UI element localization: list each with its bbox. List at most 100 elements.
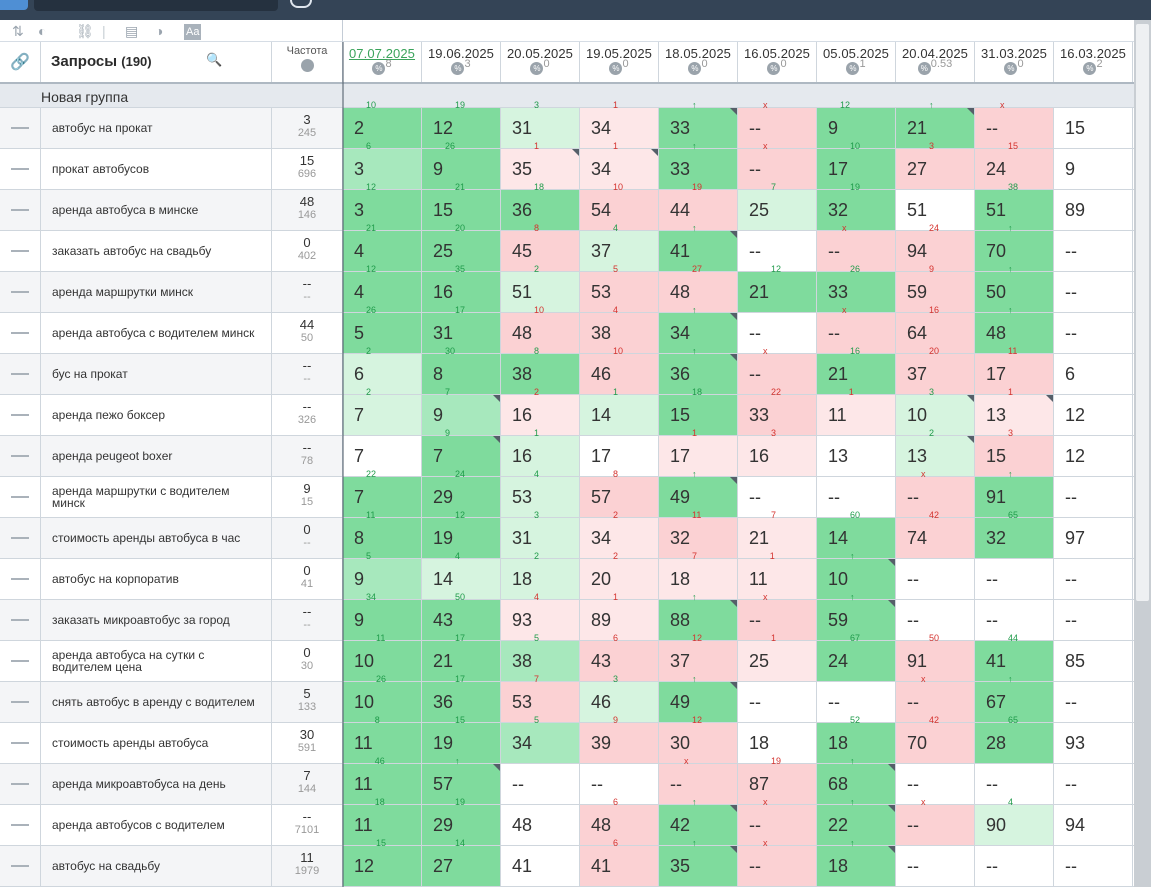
position-cell[interactable]: 57↑ xyxy=(422,757,501,804)
query-name[interactable]: аренда автобуса с водителем минск xyxy=(41,313,272,353)
contrast-icon[interactable]: ◑ xyxy=(155,23,164,39)
position-cell[interactable]: 1912 xyxy=(422,511,501,558)
position-cell[interactable]: 1518 xyxy=(659,388,738,435)
position-cell[interactable]: 342 xyxy=(580,511,659,558)
position-cell[interactable]: 2116 xyxy=(817,347,896,394)
position-cell[interactable]: 210 xyxy=(343,101,422,148)
position-cell[interactable]: 79 xyxy=(422,429,501,476)
position-cell[interactable]: -- xyxy=(1054,272,1133,312)
position-cell[interactable]: 251 xyxy=(738,634,817,681)
position-cell[interactable]: 42↑ xyxy=(659,798,738,845)
position-cell[interactable]: 313 xyxy=(501,101,580,148)
position-cell[interactable]: --x xyxy=(896,798,975,845)
position-cell[interactable]: 62 xyxy=(343,347,422,394)
position-cell[interactable]: 2520 xyxy=(422,224,501,271)
date-column-header[interactable]: 16.03.2025% 2 xyxy=(1054,42,1133,82)
position-cell[interactable]: 50↑ xyxy=(975,265,1054,312)
position-cell[interactable]: --x xyxy=(896,675,975,722)
position-cell[interactable]: --x xyxy=(659,757,738,804)
position-cell[interactable]: 48 xyxy=(501,805,580,845)
position-cell[interactable]: 388 xyxy=(501,347,580,394)
position-cell[interactable]: 144 xyxy=(422,552,501,599)
position-cell[interactable]: --x xyxy=(817,224,896,271)
position-cell[interactable]: --x xyxy=(896,470,975,517)
table-row[interactable]: автобус на корпоратив 0 41 95 144 182 202 187 11… xyxy=(0,552,1134,600)
position-cell[interactable]: -- xyxy=(975,764,1054,804)
position-cell[interactable]: 153 xyxy=(975,429,1054,476)
position-cell[interactable]: -- xyxy=(1054,764,1133,804)
position-cell[interactable]: 1710 xyxy=(817,142,896,189)
position-cell[interactable]: 202 xyxy=(580,552,659,599)
position-cell[interactable]: 41 xyxy=(501,846,580,886)
query-name[interactable]: аренда микроавтобуса на день xyxy=(41,764,272,804)
table-row[interactable]: автобус на прокат 3 245 210 1219 313 341 33↑ --x… xyxy=(0,101,1134,149)
position-cell[interactable]: 1521 xyxy=(422,183,501,230)
position-cell[interactable]: 374 xyxy=(580,224,659,271)
position-cell[interactable]: 1460 xyxy=(817,511,896,558)
position-cell[interactable]: 49↑ xyxy=(659,470,738,517)
date-column-header[interactable]: 20.05.2025% 0 xyxy=(501,42,580,82)
position-cell[interactable]: 70↑ xyxy=(975,224,1054,271)
position-cell[interactable]: 12 xyxy=(1054,436,1133,476)
row-link-cell[interactable] xyxy=(0,518,41,558)
position-cell[interactable]: 8719 xyxy=(738,757,817,804)
position-cell[interactable]: 463 xyxy=(580,675,659,722)
row-link-cell[interactable] xyxy=(0,764,41,804)
position-cell[interactable]: 36↑ xyxy=(659,347,738,394)
position-cell[interactable]: 4610 xyxy=(580,347,659,394)
position-cell[interactable]: 187 xyxy=(659,552,738,599)
position-cell[interactable]: 131 xyxy=(975,388,1054,435)
position-cell[interactable]: -- xyxy=(975,559,1054,599)
grid-icon[interactable]: ▤ xyxy=(125,23,139,39)
position-cell[interactable]: 891 xyxy=(580,593,659,640)
query-name[interactable]: аренда автобуса в минске xyxy=(41,190,272,230)
toggle-icon[interactable]: ◐ xyxy=(38,23,47,39)
position-cell[interactable]: --x xyxy=(738,798,817,845)
row-link-cell[interactable] xyxy=(0,436,41,476)
group-row[interactable]: Новая группа xyxy=(0,84,1134,108)
position-cell[interactable]: 2467 xyxy=(817,634,896,681)
position-cell[interactable]: 49↑ xyxy=(659,675,738,722)
position-cell[interactable]: 2919 xyxy=(422,798,501,845)
query-name[interactable]: снять автобус в аренду с водителем xyxy=(41,682,272,722)
position-cell[interactable]: 722 xyxy=(343,470,422,517)
position-cell[interactable]: -- xyxy=(738,477,817,517)
position-cell[interactable]: 33↑ xyxy=(659,142,738,189)
date-column-header[interactable]: 31.03.2025% 0 xyxy=(975,42,1054,82)
row-link-cell[interactable] xyxy=(0,846,41,886)
position-cell[interactable]: 18 xyxy=(738,723,817,763)
position-cell[interactable]: 830 xyxy=(422,347,501,394)
position-cell[interactable]: 94 xyxy=(1054,805,1133,845)
position-cell[interactable]: 578 xyxy=(580,470,659,517)
position-cell[interactable]: 1011 xyxy=(343,634,422,681)
position-cell[interactable]: 3322 xyxy=(738,388,817,435)
position-cell[interactable]: 3219 xyxy=(817,183,896,230)
date-column-header[interactable]: 18.05.2025% 0 xyxy=(659,42,738,82)
position-cell[interactable]: 97 xyxy=(422,388,501,435)
position-cell[interactable]: 534 xyxy=(501,470,580,517)
position-cell[interactable]: 2924 xyxy=(422,470,501,517)
link-column-header[interactable]: 🔗 xyxy=(0,42,41,82)
position-cell[interactable]: 4810 xyxy=(501,306,580,353)
query-name[interactable]: заказать автобус на свадьбу xyxy=(41,231,272,271)
position-cell[interactable]: -- xyxy=(501,764,580,804)
position-cell[interactable]: 486 xyxy=(580,798,659,845)
row-link-cell[interactable] xyxy=(0,231,41,271)
date-column-header[interactable]: 19.05.2025% 0 xyxy=(580,42,659,82)
position-cell[interactable]: 385 xyxy=(501,634,580,681)
query-name[interactable]: автобус на свадьбу xyxy=(41,846,272,886)
table-row[interactable]: аренда автобуса с водителем минск 44 50 526… xyxy=(0,306,1134,354)
position-cell[interactable]: 171 xyxy=(659,429,738,476)
position-cell[interactable]: --x xyxy=(738,101,817,148)
position-cell[interactable]: 34↑ xyxy=(659,306,738,353)
position-cell[interactable]: 111 xyxy=(738,552,817,599)
position-cell[interactable]: 2415 xyxy=(975,142,1054,189)
row-link-cell[interactable] xyxy=(0,600,41,640)
position-cell[interactable]: 9 xyxy=(1054,149,1133,189)
row-link-cell[interactable] xyxy=(0,190,41,230)
position-cell[interactable]: 341 xyxy=(580,142,659,189)
position-cell[interactable]: -- xyxy=(896,600,975,640)
position-cell[interactable]: 3211 xyxy=(659,511,738,558)
row-link-cell[interactable] xyxy=(0,805,41,845)
position-cell[interactable]: 93 xyxy=(1054,723,1133,763)
